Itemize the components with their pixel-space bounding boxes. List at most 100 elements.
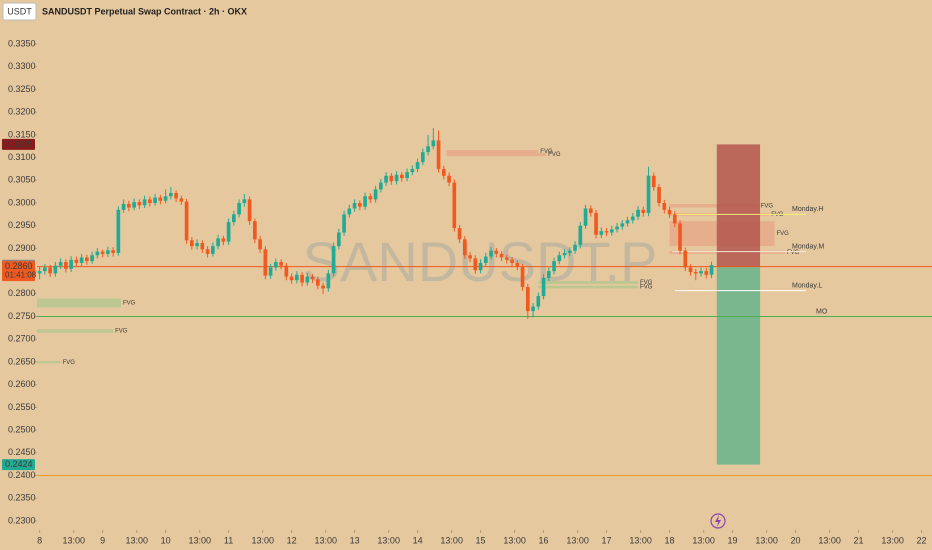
fvg-label: FVG [540,149,553,155]
candle-body [342,214,346,233]
candle-body [662,203,667,210]
y-tick-label: 0.3100 [8,152,36,162]
candle-body [636,209,640,217]
candle-body [667,209,672,215]
candle-body [426,146,430,153]
currency-button[interactable] [2,2,37,21]
x-tick-label: 13:00 [251,535,274,545]
candle-body [37,271,42,274]
candle-body [657,187,661,204]
x-tick-label: 13:00 [314,535,337,545]
candle-body [268,267,273,276]
candle-body [127,203,131,208]
x-tick-label: 13:00 [629,535,652,545]
candle-body [615,226,619,230]
candle-body [704,271,709,275]
y-tick-label: 0.3000 [8,197,36,207]
candle-body [195,242,199,247]
candle-body [499,253,504,258]
candle-body [137,202,142,206]
candle-body [452,182,457,228]
candle-body [174,193,178,199]
candle-body [599,231,604,235]
x-tick-label: 11 [224,535,233,545]
fvg-zone [37,361,61,364]
candle-body [100,251,105,254]
candle-body [216,238,220,247]
y-tick-label: 0.3250 [8,84,36,94]
candle-body [699,271,703,274]
price-label: 0.2424 [5,459,33,469]
candle-body [552,261,556,272]
candle-body [468,255,472,259]
candle-body [436,140,441,169]
x-tick-label: 13:00 [188,535,211,545]
fvg-label: FVG [771,212,784,218]
candle-body [85,257,89,262]
fvg-label: FVG [63,360,76,366]
candle-body [410,168,415,173]
candle-body [95,251,100,256]
fvg-zone [446,153,547,157]
candle-body [441,168,446,176]
candle-body [295,274,299,281]
candle-body [520,266,525,288]
chart-title: SANDUSDT Perpetual Swap Contract · 2h · … [42,6,247,16]
candle-body [483,256,488,263]
x-tick-label: 9 [100,535,105,545]
candle-body [557,255,562,262]
x-tick-label: 19 [728,535,738,545]
candle-body [683,250,688,268]
candle-body [53,265,58,274]
countdown: 01:41:08 [5,271,37,280]
icon-ring[interactable] [710,513,726,529]
candle-body [300,274,304,283]
candle-body [630,216,635,221]
candle-body [394,174,399,182]
price-label: 0.2860 [5,261,33,271]
candle-body [541,277,546,297]
y-tick-label: 0.2500 [8,424,36,434]
y-tick-label: 0.2900 [8,243,36,253]
y-tick-label: 0.3300 [8,61,36,71]
candle-body [447,175,451,183]
candle-body [153,197,157,204]
candle-body [163,196,168,201]
fvg-label: FVG [761,203,774,209]
candle-body [242,199,247,204]
candle-body [90,255,94,262]
x-tick-label: 13:00 [755,535,778,545]
x-tick-label: 13:00 [692,535,715,545]
candle-body [604,231,609,233]
candle-body [310,276,315,280]
candle-body [494,250,499,254]
candle-body [74,259,79,263]
fvg-label: FVG [123,301,136,307]
x-tick-label: 13:00 [818,535,841,545]
candle-body [573,244,577,251]
candle-body [709,265,714,275]
fvg-zone [37,329,114,333]
candle-body [609,229,614,233]
candle-body [253,221,257,240]
candle-body [357,203,362,207]
fvg-zone [538,285,639,289]
y-tick-label: 0.2450 [8,447,36,457]
y-tick-label: 0.2600 [8,379,36,389]
currency[interactable]: USDT [7,6,32,16]
y-tick-label: 0.2300 [8,515,36,525]
candle-body [672,214,677,224]
candle-body [562,252,567,256]
candle-body [352,203,357,209]
candle-body [111,250,115,253]
icon-bolt[interactable] [715,515,721,527]
replay-icon[interactable] [710,513,726,529]
level-label: MO [816,308,828,315]
price-label-box [2,138,35,150]
candle-body [326,273,331,289]
x-tick-label: 18 [665,535,675,545]
candle-body [688,267,693,273]
x-tick-label: 10 [161,535,171,545]
candle-body [79,257,84,263]
